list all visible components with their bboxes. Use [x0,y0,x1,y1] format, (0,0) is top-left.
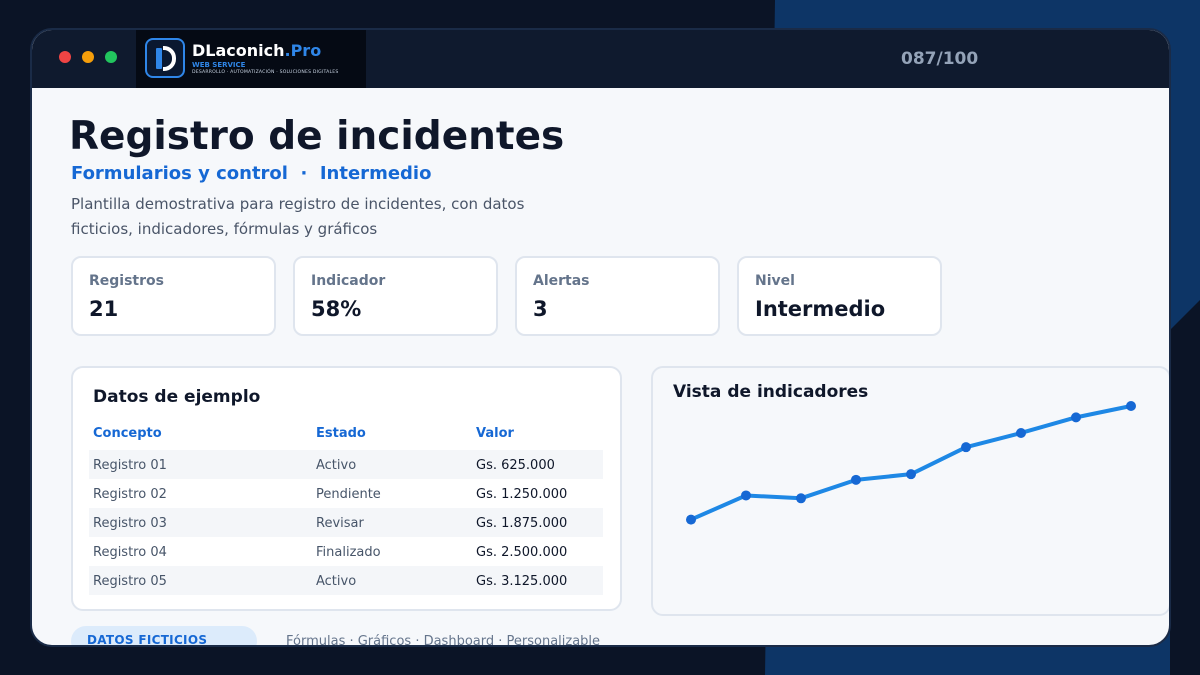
maximize-window-button[interactable] [105,51,117,63]
table-row: Registro 03 Revisar Gs. 1.875.000 [89,508,603,537]
line-chart [686,401,1136,525]
minimize-window-button[interactable] [82,51,94,63]
title-bar: DLaconich.Pro WEB SERVICE DESARROLLO · A… [32,30,1169,88]
cell-estado: Pendiente [316,487,381,502]
data-point-2 [741,490,751,501]
app-window: DLaconich.Pro WEB SERVICE DESARROLLO · A… [30,28,1171,647]
kpi-value: 21 [89,297,119,321]
kpi-value: 58% [311,297,362,321]
fictitious-data-badge: DATOS FICTICIOS [71,626,257,647]
data-point-7 [1016,427,1026,438]
cell-concepto: Registro 04 [93,545,167,560]
brand-logo: DLaconich.Pro WEB SERVICE DESARROLLO · A… [136,30,366,88]
page-title: Registro de incidentes [69,114,565,159]
chart-title: Vista de indicadores [673,382,869,402]
kpi-card-indicador: Indicador 58% [293,256,498,336]
logo-tagline: DESARROLLO · AUTOMATIZACIÓN · SOLUCIONES… [192,70,339,75]
cell-estado: Finalizado [316,545,381,560]
cell-concepto: Registro 01 [93,458,167,473]
kpi-card-nivel: Nivel Intermedio [737,256,942,336]
table-row: Registro 05 Activo Gs. 3.125.000 [89,566,603,595]
page-subtitle: Formularios y control · Intermedio [71,163,432,184]
kpi-label: Registros [89,273,164,289]
kpi-value: Intermedio [755,297,886,321]
column-header-concepto: Concepto [93,426,162,441]
logo-icon [145,38,185,78]
page-description: Plantilla demostrativa para registro de … [71,195,525,238]
kpi-card-alertas: Alertas 3 [515,256,720,336]
kpi-label: Nivel [755,273,795,289]
data-point-5 [906,469,916,480]
kpi-card-registros: Registros 21 [71,256,276,336]
cell-concepto: Registro 02 [93,487,167,502]
badge-label: DATOS FICTICIOS [87,633,208,647]
data-point-6 [961,442,971,453]
data-point-8 [1071,412,1081,423]
series-line [689,404,1133,522]
cell-concepto: Registro 03 [93,516,167,531]
table-row: Registro 01 Activo Gs. 625.000 [89,450,603,479]
data-point-3 [796,493,806,504]
close-window-button[interactable] [59,51,71,63]
table-title: Datos de ejemplo [93,387,261,407]
column-header-estado: Estado [316,426,366,441]
cell-concepto: Registro 05 [93,574,167,589]
cell-valor: Gs. 3.125.000 [476,574,568,589]
cell-valor: Gs. 625.000 [476,458,555,473]
table-row: Registro 04 Finalizado Gs. 2.500.000 [89,537,603,566]
feature-list: Fórmulas · Gráficos · Dashboard · Person… [286,634,601,647]
logo-subtitle: WEB SERVICE [192,61,246,69]
kpi-label: Indicador [311,273,386,289]
cell-valor: Gs. 2.500.000 [476,545,568,560]
cell-valor: Gs. 1.250.000 [476,487,568,502]
cell-estado: Activo [316,458,357,473]
table-row: Registro 02 Pendiente Gs. 1.250.000 [89,479,603,508]
cell-valor: Gs. 1.875.000 [476,516,568,531]
indicator-chart-card: Vista de indicadores [651,366,1169,616]
data-table-card: Datos de ejemplo Concepto Estado Valor R… [71,366,622,611]
cell-estado: Activo [316,574,357,589]
data-point-1 [686,514,696,525]
cell-estado: Revisar [316,516,364,531]
logo-name: DLaconich.Pro [192,41,322,60]
data-point-9 [1126,401,1136,411]
kpi-value: 3 [533,297,548,321]
kpi-label: Alertas [533,273,590,289]
slide-counter: 087/100 [901,49,979,69]
column-header-valor: Valor [476,426,514,441]
data-point-4 [851,474,861,485]
